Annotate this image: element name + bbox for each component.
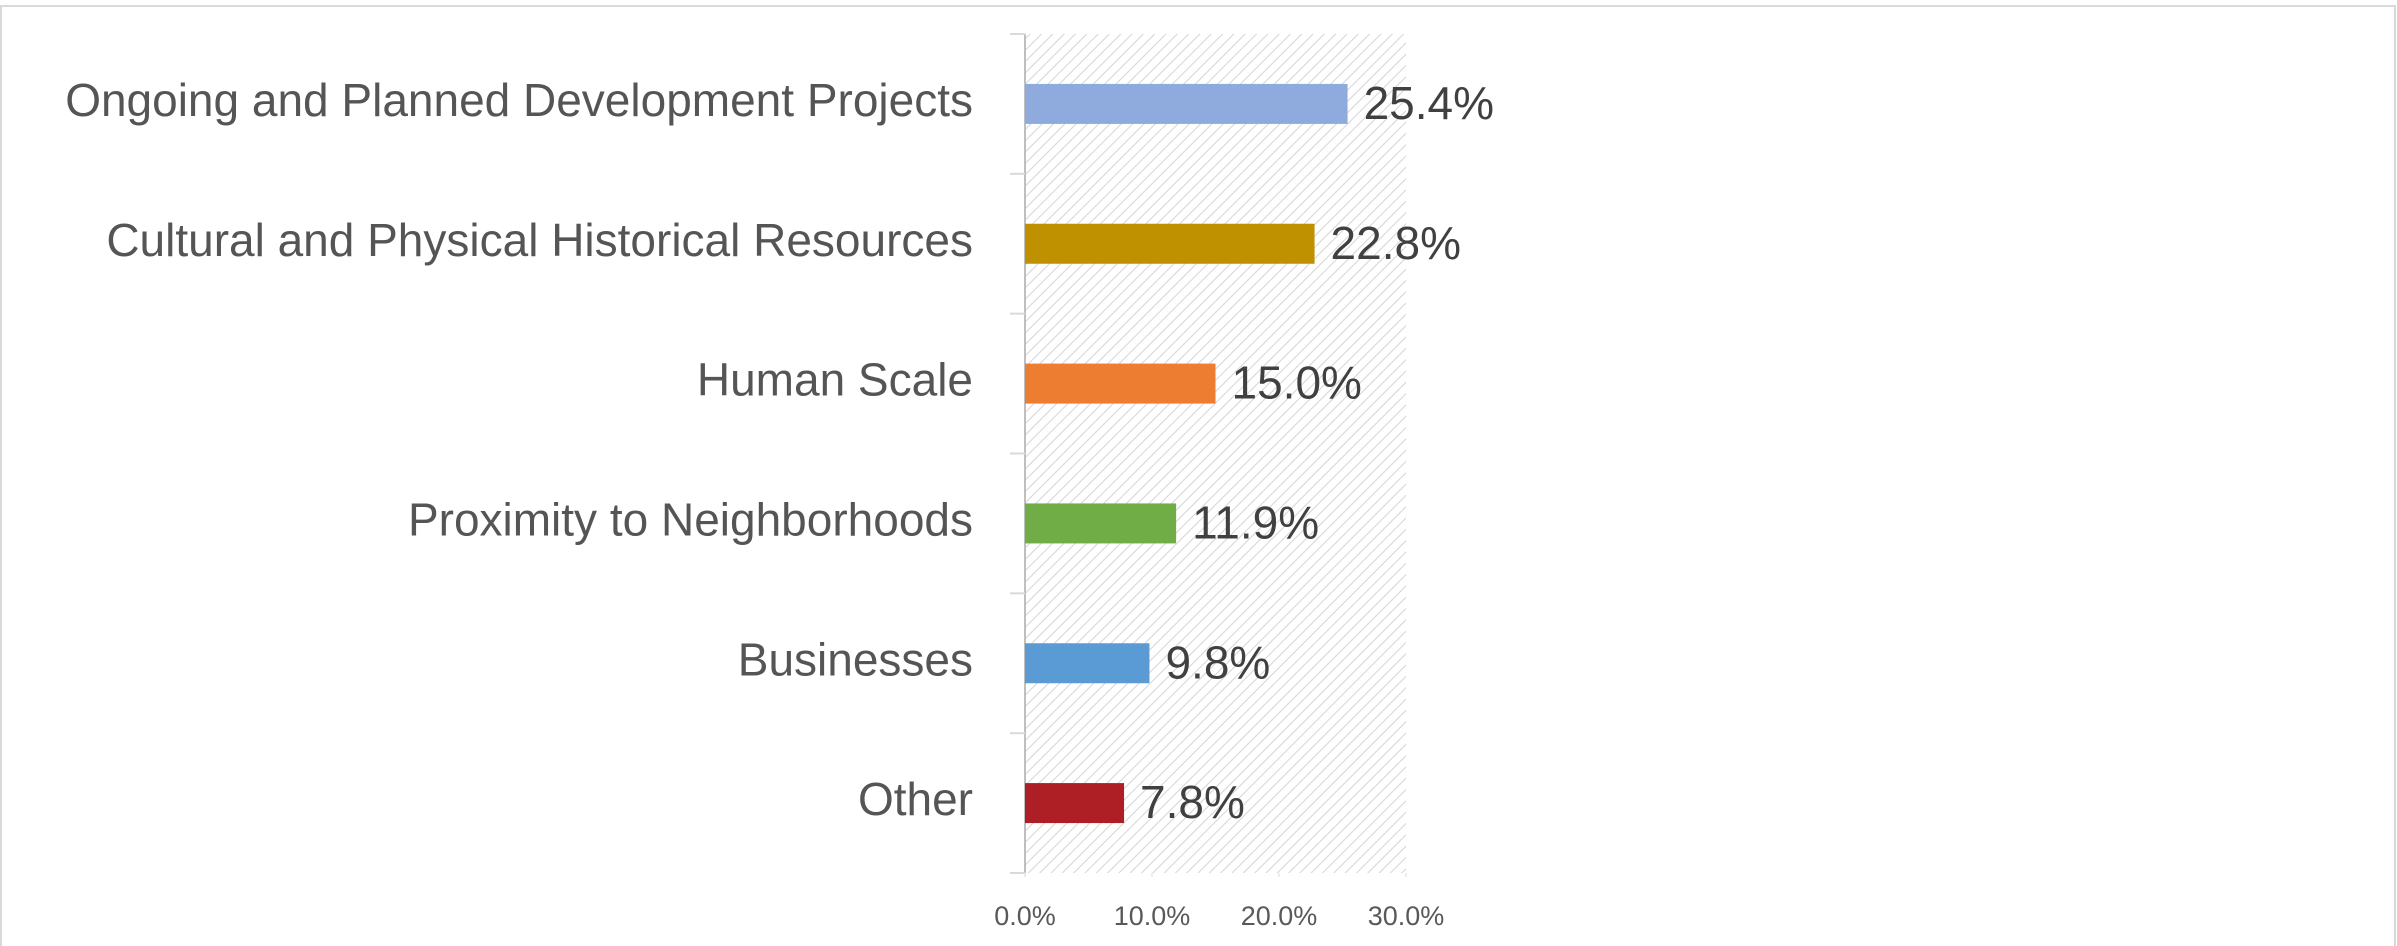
y-tick-label: Cultural and Physical Historical Resourc…: [106, 214, 973, 266]
x-tick-label: 0.0%: [994, 901, 1056, 931]
y-tick-label: Other: [858, 773, 973, 825]
y-tick-label: Businesses: [738, 633, 973, 685]
x-tick-label: 30.0%: [1368, 901, 1445, 931]
x-tick-label: 10.0%: [1114, 901, 1191, 931]
data-label: 7.8%: [1140, 776, 1245, 828]
bar: [1025, 503, 1177, 544]
chart-border: [0, 5, 2396, 946]
bar: [1025, 223, 1315, 264]
data-label: 11.9%: [1192, 497, 1319, 549]
y-tick-label: Ongoing and Planned Development Projects: [65, 74, 973, 126]
data-label: 9.8%: [1165, 636, 1270, 688]
data-label: 25.4%: [1364, 77, 1494, 129]
x-tick-label: 20.0%: [1241, 901, 1318, 931]
plot-area: [1025, 34, 1406, 873]
y-tick-label: Proximity to Neighborhoods: [408, 494, 973, 546]
bar: [1025, 83, 1348, 124]
y-tick-label: Human Scale: [697, 354, 973, 406]
bar: [1025, 363, 1216, 404]
data-label: 15.0%: [1232, 357, 1362, 409]
data-label: 22.8%: [1331, 217, 1461, 269]
bar: [1025, 643, 1150, 684]
bar: [1025, 783, 1125, 824]
